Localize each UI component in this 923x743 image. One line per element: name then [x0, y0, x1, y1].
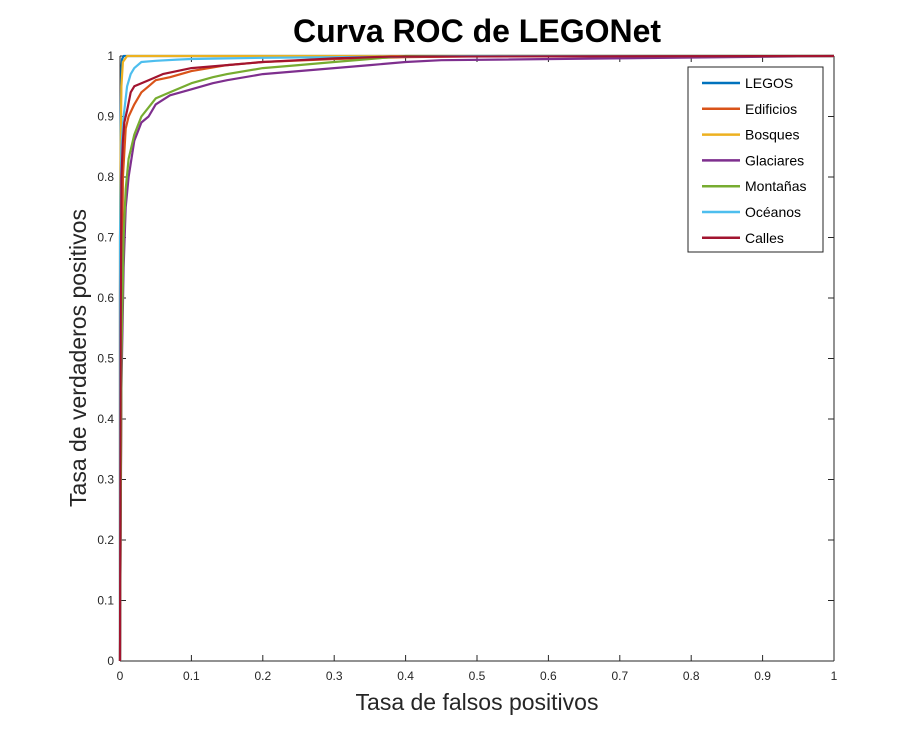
y-axis-label: Tasa de verdaderos positivos — [65, 209, 91, 507]
legend: LEGOS Edificios Bosques Glaciares Montañas Oc… — [687, 66, 824, 253]
series-line-montañas — [118, 54, 834, 662]
series-line-calles — [118, 54, 835, 662]
chart-title: Curva ROC de LEGONet — [293, 13, 661, 49]
y-tick-label: 0.6 — [97, 291, 114, 305]
x-tick-label: 0 — [117, 669, 124, 683]
x-tick-label: 0.8 — [683, 669, 700, 683]
y-tick-label: 0.5 — [97, 352, 114, 366]
y-tick-label: 0.7 — [97, 231, 114, 245]
x-tick-label: 0.6 — [540, 669, 557, 683]
legend-label: Edificios — [745, 101, 797, 117]
legend-label: Bosques — [745, 127, 799, 143]
x-tick-label: 0.3 — [326, 669, 343, 683]
legend-label: LEGOS — [745, 75, 793, 91]
x-tick-label: 0.1 — [183, 669, 200, 683]
x-tick-label: 0.9 — [754, 669, 771, 683]
y-tick-label: 0 — [107, 654, 114, 668]
y-tick-label: 0.9 — [97, 110, 114, 124]
x-axis-label: Tasa de falsos positivos — [356, 689, 599, 715]
legend-label: Calles — [745, 230, 784, 246]
legend-label: Montañas — [745, 178, 806, 194]
x-tick-label: 0.4 — [397, 669, 414, 683]
legend-label: Glaciares — [745, 152, 804, 168]
y-tick-label: 0.3 — [97, 473, 114, 487]
y-tick-label: 0.8 — [97, 170, 114, 184]
y-tick-label: 0.4 — [97, 412, 114, 426]
x-tick-label: 1 — [831, 669, 838, 683]
y-tick-label: 1 — [107, 49, 114, 63]
x-tick-label: 0.2 — [254, 669, 271, 683]
x-tick-label: 0.7 — [611, 669, 628, 683]
y-tick-label: 0.1 — [97, 594, 114, 608]
legend-label: Océanos — [745, 204, 801, 220]
x-tick-label: 0.5 — [469, 669, 486, 683]
plot-area: 0 0.1 0.2 0.3 0.4 0.5 0.6 0.7 0.8 0.9 1 0 0.1 0.2 0.3 0… — [97, 49, 837, 683]
y-tick-label: 0.2 — [97, 533, 114, 547]
